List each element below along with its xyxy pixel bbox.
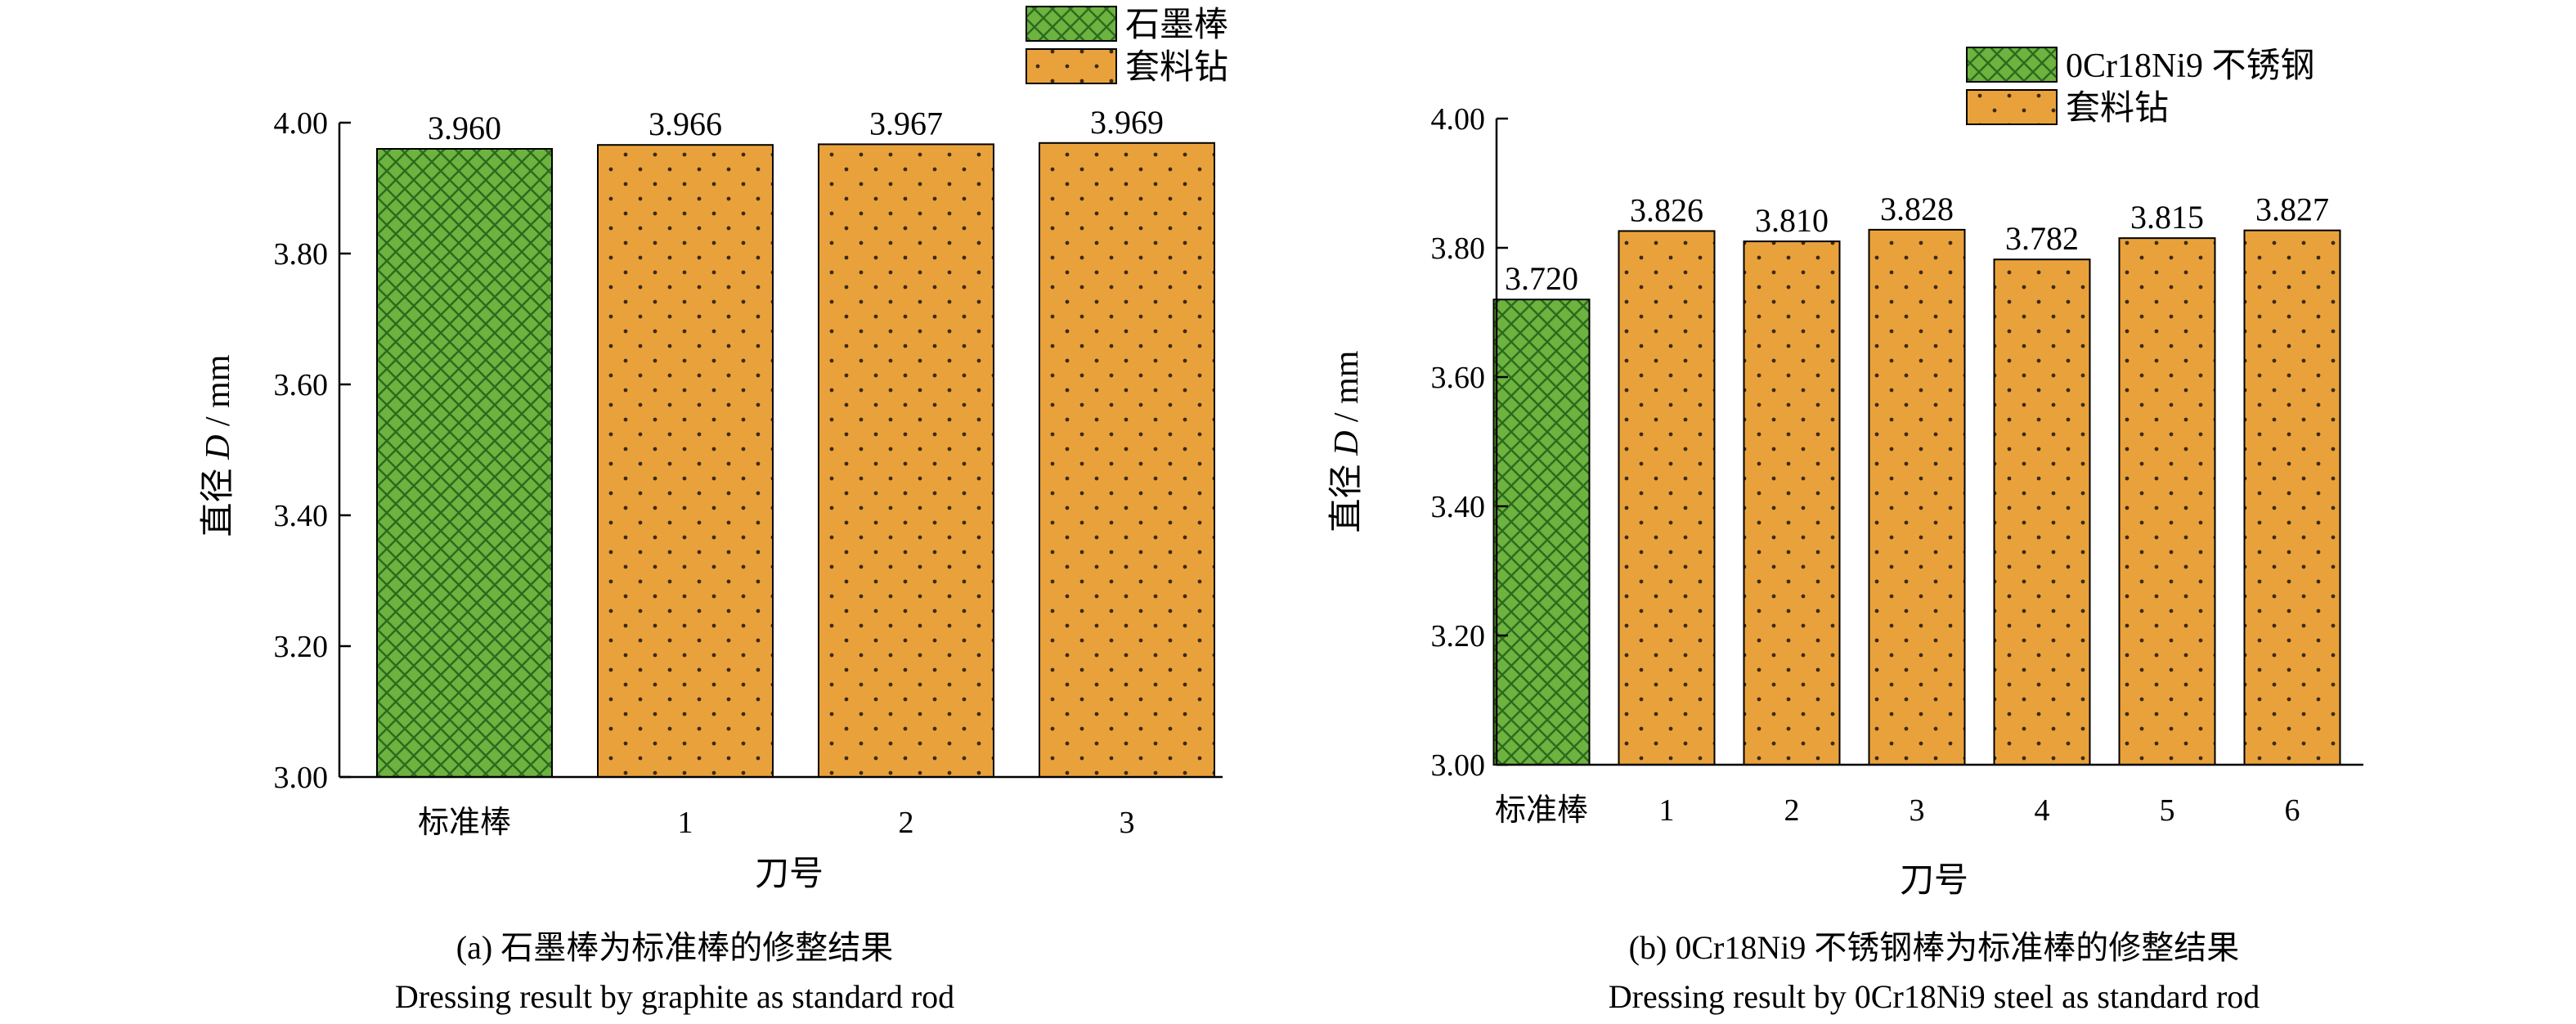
bars-b	[1492, 228, 2341, 766]
legend-label-steel: 0Cr18Ni9 不锈钢	[2066, 47, 2315, 85]
y-tick-label: 3.20	[1431, 619, 1486, 653]
value-label: 3.960	[428, 110, 501, 146]
bar-drill	[1618, 230, 1716, 766]
x-tick-label: 标准棒	[1495, 793, 1588, 828]
caption-cn-a: (a) 石墨棒为标准棒的修整结果	[456, 929, 893, 966]
value-label: 3.720	[1505, 260, 1578, 297]
chart-panel-a: 3.00 3.20 3.40 3.60 3.80 4.00 3.960 3.966 3.967…	[200, 6, 1228, 1015]
value-labels-a: 3.960 3.966 3.967 3.969	[428, 104, 1164, 146]
value-labels-b: 3.720 3.826 3.810 3.828 3.782 3.815 3.827	[1505, 191, 2329, 297]
y-tick-label: 3.20	[274, 630, 329, 664]
y-tick-label: 3.80	[1431, 231, 1486, 266]
y-tick-labels-b: 3.00 3.20 3.40 3.60 3.80 4.00	[1431, 102, 1486, 783]
legend-a: 石墨棒 套料钻	[1025, 6, 1228, 87]
caption-en-a: Dressing result by graphite as standard …	[395, 978, 954, 1015]
bar-drill	[2243, 229, 2341, 766]
x-tick-label: 3	[1120, 806, 1135, 840]
x-tick-label: 1	[1659, 793, 1675, 828]
y-tick-label: 4.00	[1431, 102, 1486, 137]
y-tick-label: 3.00	[274, 761, 329, 795]
x-tick-label: 2	[899, 806, 914, 840]
bar-drill	[1039, 141, 1215, 779]
bar-drill	[1868, 228, 1966, 766]
y-tick-label: 3.00	[1431, 748, 1486, 783]
axes-b	[1495, 117, 2363, 766]
y-tick-label: 3.40	[1431, 490, 1486, 524]
value-label: 3.782	[2005, 220, 2079, 257]
value-label: 3.828	[1880, 191, 1954, 227]
category-labels-b: 标准棒 1 2 3 4 5 6	[1495, 793, 2300, 828]
bar-drill	[597, 144, 774, 778]
x-tick-label: 标准棒	[418, 806, 511, 840]
y-axis-label-b: 直径 D / mm	[1328, 350, 1366, 532]
legend-label-drill-b: 套料钻	[2066, 90, 2169, 128]
y-tick-label: 4.00	[274, 106, 329, 141]
x-tick-label: 3	[1910, 793, 1925, 828]
legend-swatch-drill-b	[1966, 89, 2058, 125]
chart-panel-b: 3.00 3.20 3.40 3.60 3.80 4.00 3.720 3.826 3.810…	[1328, 47, 2363, 1015]
bar-standard-rod	[376, 148, 553, 778]
legend-label-graphite: 石墨棒	[1125, 7, 1228, 44]
x-tick-label: 5	[2160, 793, 2175, 828]
legend-label-drill-a: 套料钻	[1125, 49, 1228, 87]
x-axis-label-a: 刀号	[755, 856, 824, 893]
category-labels-a: 标准棒 1 2 3	[418, 806, 1135, 840]
y-tick-label: 3.60	[1431, 361, 1486, 395]
value-label: 3.969	[1090, 104, 1164, 141]
caption-en-b: Dressing result by 0Cr18Ni9 steel as sta…	[1609, 978, 2260, 1015]
value-label: 3.827	[2255, 191, 2329, 228]
value-label: 3.826	[1630, 191, 1703, 228]
bar-drill	[818, 143, 994, 778]
y-axis-label-a: 直径 D / mm	[200, 354, 237, 537]
bar-drill	[1743, 240, 1841, 766]
value-label: 3.815	[2130, 199, 2204, 236]
x-tick-label: 6	[2285, 793, 2300, 828]
x-axis-label-b: 刀号	[1900, 862, 1968, 900]
x-tick-label: 4	[2035, 793, 2050, 828]
bar-standard-rod	[1492, 299, 1591, 766]
caption-cn-b: (b) 0Cr18Ni9 不锈钢棒为标准棒的修整结果	[1629, 929, 2240, 966]
bars-a	[376, 141, 1215, 779]
y-tick-labels-a: 3.00 3.20 3.40 3.60 3.80 4.00	[274, 106, 329, 795]
y-tick-label: 3.60	[274, 368, 329, 402]
value-label: 3.966	[648, 106, 722, 142]
y-tick-label: 3.40	[274, 499, 329, 533]
legend-swatch-steel	[1966, 47, 2058, 83]
y-tick-label: 3.80	[274, 237, 329, 272]
bar-drill	[1993, 258, 2091, 766]
legend-swatch-graphite	[1025, 6, 1117, 42]
legend-b: 0Cr18Ni9 不锈钢 套料钻	[1966, 47, 2315, 128]
legend-swatch-drill-a	[1025, 48, 1117, 84]
value-label: 3.810	[1755, 202, 1829, 239]
value-label: 3.967	[869, 105, 943, 141]
bar-drill	[2118, 237, 2216, 766]
x-tick-label: 1	[678, 806, 693, 840]
axes-a	[338, 121, 1223, 779]
x-tick-label: 2	[1784, 793, 1800, 828]
